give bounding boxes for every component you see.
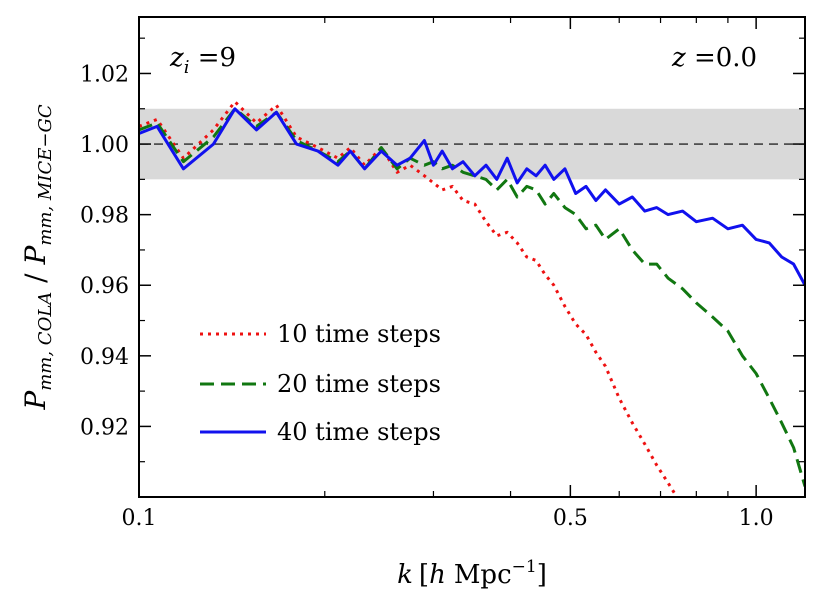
- annotation-zi-sub: i: [184, 57, 190, 78]
- y-tick-label: 0.92: [80, 415, 129, 440]
- y-tick-label: 0.98: [80, 204, 129, 229]
- y-axis-title: Pmm, COLA / Pmm, MICE−GC: [19, 104, 56, 410]
- x-axis-k: k: [397, 560, 413, 590]
- annotation-zi-var: z: [169, 43, 184, 73]
- y-axis-sub1: mm, COLA: [35, 292, 56, 391]
- y-axis-sub2: mm, MICE−GC: [35, 104, 56, 245]
- series-line-10-time-steps: [139, 100, 679, 497]
- y-tick-label: 1.02: [80, 62, 129, 87]
- legend-label-40: 40 time steps: [277, 418, 441, 446]
- x-axis-exponent: −1: [512, 557, 537, 577]
- y-tick-label: 1.00: [80, 133, 129, 158]
- x-tick-label: 0.1: [122, 506, 157, 531]
- x-tick-label: 1.0: [739, 506, 774, 531]
- y-axis-slash: /: [19, 264, 52, 291]
- y-tick-label: 0.94: [80, 345, 129, 370]
- series-line-20-time-steps: [139, 107, 805, 487]
- x-axis-bracket-open: [: [419, 560, 429, 590]
- y-axis-p2: P: [19, 244, 52, 265]
- legend-label-20: 20 time steps: [277, 370, 441, 398]
- annotation-z-rest: =0.0: [686, 43, 757, 73]
- annotation-z-var: z: [671, 43, 686, 73]
- x-axis-title: k [h Mpc−1]: [397, 557, 547, 590]
- x-axis-h: h: [429, 560, 446, 590]
- legend: 10 time steps 20 time steps 40 time step…: [200, 320, 441, 446]
- y-tick-label: 0.96: [80, 274, 129, 299]
- x-axis-bracket-close: ]: [537, 560, 547, 590]
- annotation-zi-rest: =9: [189, 43, 236, 73]
- x-axis-unit: Mpc: [454, 560, 512, 590]
- legend-label-10: 10 time steps: [277, 320, 441, 348]
- annotation-zi: zi =9: [169, 43, 236, 78]
- annotation-z: z =0.0: [671, 43, 757, 73]
- y-axis-p1: P: [19, 390, 52, 411]
- x-tick-label: 0.5: [553, 506, 588, 531]
- series-line-40-time-steps: [139, 107, 805, 286]
- plot-frame: [138, 16, 806, 498]
